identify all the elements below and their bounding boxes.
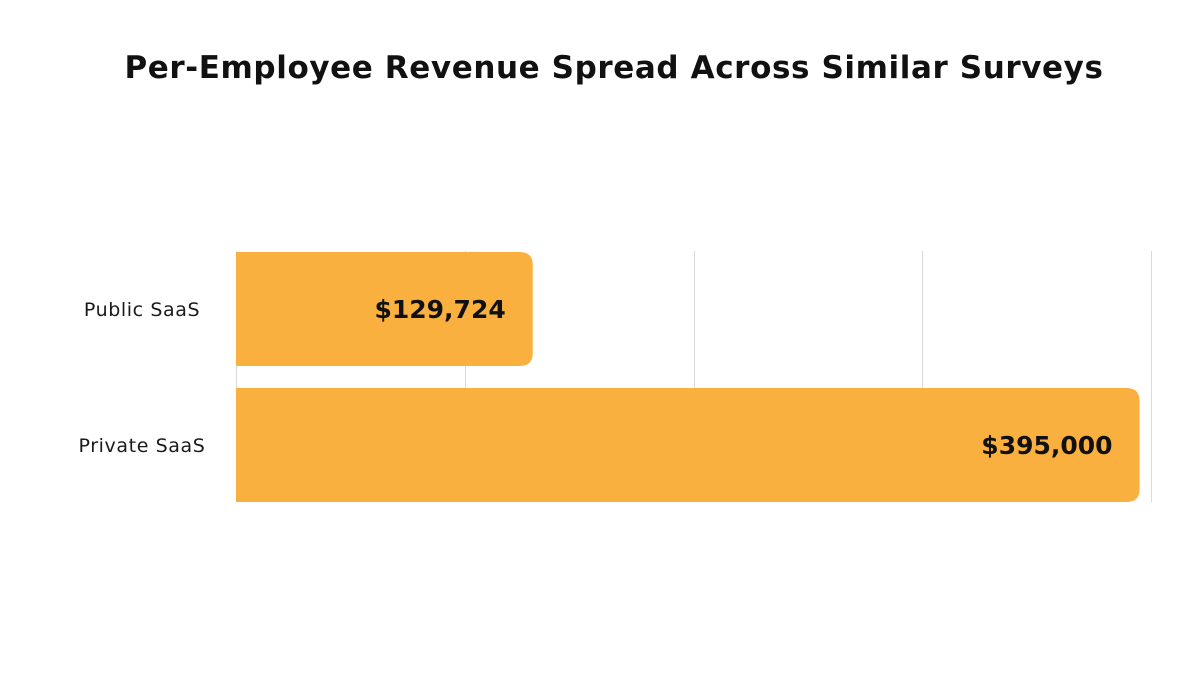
category-label-0: Public SaaS (84, 299, 200, 321)
chart-title: Per-Employee Revenue Spread Across Simil… (124, 50, 1104, 86)
bar-0 (236, 252, 533, 366)
bar-1 (236, 388, 1140, 502)
category-label-1: Private SaaS (79, 435, 206, 457)
value-label-1: $395,000 (981, 431, 1112, 460)
value-label-0: $129,724 (374, 295, 505, 324)
